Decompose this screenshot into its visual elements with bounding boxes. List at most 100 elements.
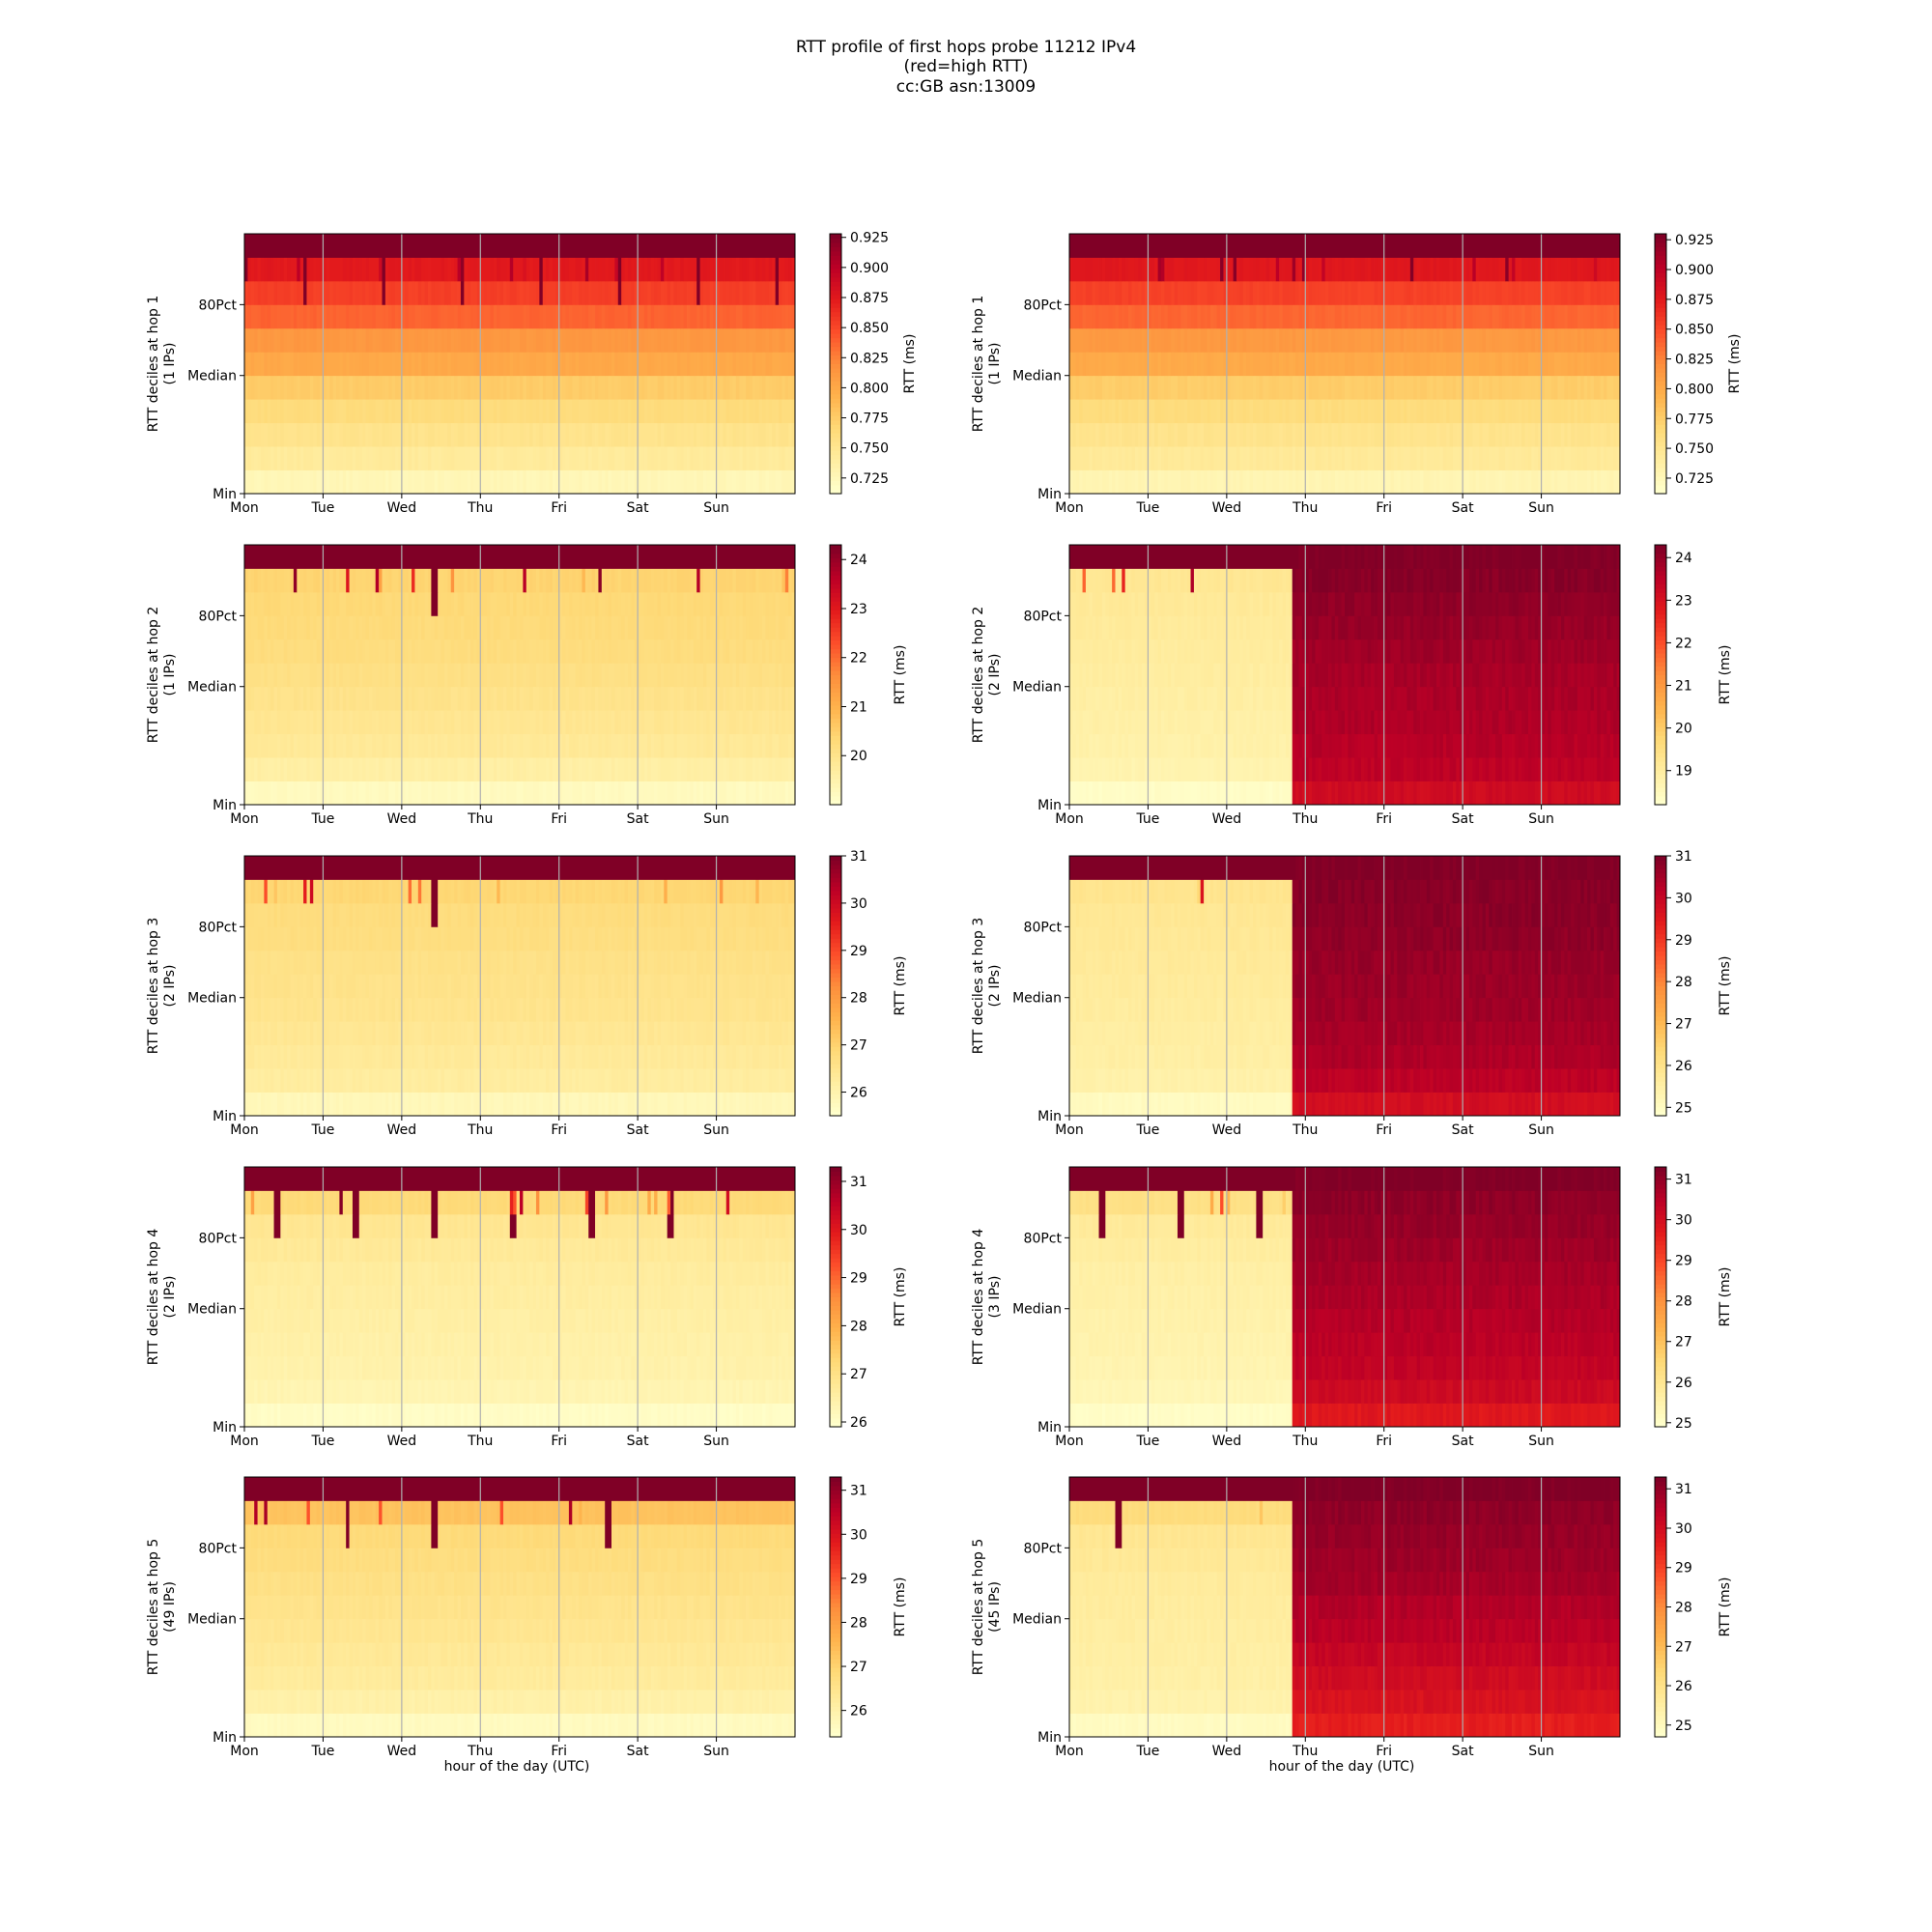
heatmap-cell: [601, 304, 606, 329]
heatmap-cell: [309, 615, 314, 640]
heatmap-cell: [273, 304, 278, 329]
heatmap-cell: [1508, 446, 1513, 470]
heatmap-cell: [487, 399, 495, 424]
heatmap-cell: [1600, 469, 1605, 495]
colorbar-segment: [830, 454, 841, 460]
heatmap-cell: [775, 710, 780, 735]
heatmap-cell: [1468, 327, 1477, 353]
heatmap-cell: [791, 591, 796, 616]
heatmap-cell: [1583, 257, 1588, 282]
heatmap-cell: [438, 469, 441, 495]
heatmap-cell: [673, 257, 678, 282]
heatmap-cell: [598, 280, 603, 305]
heatmap-cell: [1180, 327, 1185, 353]
heatmap-cell: [401, 280, 406, 305]
colorbar-tick-label: 0.775: [1675, 412, 1714, 427]
heatmap-cell: [470, 733, 474, 758]
heatmap-cell: [650, 469, 658, 495]
heatmap-cell: [1220, 304, 1224, 329]
heatmap-cell: [1485, 781, 1490, 806]
heatmap-cell: [1593, 257, 1598, 282]
heatmap-cell: [1105, 422, 1110, 447]
heatmap-cell: [1508, 352, 1513, 377]
heatmap-cell: [1393, 446, 1398, 470]
heatmap-cell: [440, 304, 445, 329]
heatmap-cell: [1544, 781, 1548, 806]
heatmap-cell: [372, 639, 377, 664]
heatmap-cell: [454, 446, 458, 470]
heatmap-cell: [1577, 352, 1581, 377]
heatmap-cell: [412, 591, 415, 616]
heatmap-cell: [1597, 446, 1602, 470]
heatmap-cell: [1377, 304, 1381, 329]
heatmap-cell: [326, 639, 330, 664]
heatmap-cell: [1282, 280, 1290, 305]
heatmap-cell: [1253, 757, 1257, 781]
heatmap-cell: [1321, 446, 1326, 470]
heatmap-cell: [440, 257, 445, 282]
heatmap-cell: [280, 663, 285, 688]
heatmap-cell: [582, 280, 586, 305]
heatmap-cell: [375, 733, 383, 758]
heatmap-cell: [1465, 469, 1470, 495]
heatmap-cell: [1115, 399, 1120, 424]
heatmap-cell: [584, 591, 589, 616]
heatmap-cell: [696, 399, 704, 424]
heatmap-cell: [1439, 327, 1444, 353]
heatmap-cell: [1501, 375, 1506, 400]
heatmap-cell: [1426, 781, 1431, 806]
heatmap-cell: [493, 304, 497, 329]
heatmap-cell: [375, 710, 380, 735]
heatmap-cell: [1187, 399, 1191, 424]
heatmap-cell: [280, 568, 285, 593]
heatmap-cell: [1151, 257, 1155, 282]
heatmap-cell: [1354, 469, 1358, 495]
heatmap-cell: [336, 757, 340, 781]
heatmap-cell: [558, 591, 563, 616]
heatmap-cell: [1242, 469, 1247, 495]
heatmap-cell: [1190, 304, 1195, 329]
heatmap-cell: [1580, 781, 1585, 806]
heatmap-cell: [1242, 757, 1251, 781]
heatmap-cell: [1301, 280, 1306, 305]
heatmap-cell: [624, 733, 629, 758]
heatmap-cell: [779, 257, 782, 282]
heatmap-cell: [667, 399, 671, 424]
heatmap-cell: [562, 615, 566, 640]
heatmap-cell: [1374, 781, 1378, 806]
heatmap-cell: [555, 757, 560, 781]
heatmap-cell: [775, 469, 782, 495]
heatmap-cell: [306, 710, 311, 735]
heatmap-cell: [723, 422, 727, 447]
heatmap-cell: [270, 469, 274, 495]
heatmap-cell: [647, 733, 652, 758]
heatmap-cell: [791, 639, 796, 664]
heatmap-cell: [683, 733, 688, 758]
heatmap-cell: [457, 591, 462, 616]
heatmap-cell: [703, 615, 707, 640]
heatmap-cell: [365, 422, 370, 447]
heatmap-cell: [267, 568, 271, 593]
heatmap-cell: [758, 710, 763, 735]
heatmap-cell: [713, 757, 717, 781]
heatmap-cell: [719, 733, 724, 758]
heatmap-cell: [1387, 257, 1395, 282]
heatmap-cell: [1416, 422, 1428, 447]
heatmap-cell: [1171, 375, 1179, 400]
heatmap-cell: [480, 568, 485, 593]
heatmap-cell: [1341, 280, 1346, 305]
heatmap-cell: [483, 280, 488, 305]
colorbar-segment: [830, 363, 841, 369]
heatmap-cell: [424, 663, 429, 688]
heatmap-cell: [493, 399, 497, 424]
heatmap-cell: [434, 469, 439, 495]
heatmap-cell: [287, 422, 291, 447]
heatmap-cell: [680, 469, 685, 495]
heatmap-cell: [762, 639, 766, 664]
heatmap-cell: [1285, 422, 1293, 447]
heatmap-cell: [476, 710, 481, 735]
heatmap-cell: [267, 686, 271, 711]
heatmap-cell: [667, 257, 671, 282]
heatmap-cell: [749, 352, 753, 377]
heatmap-cell: [716, 686, 721, 711]
